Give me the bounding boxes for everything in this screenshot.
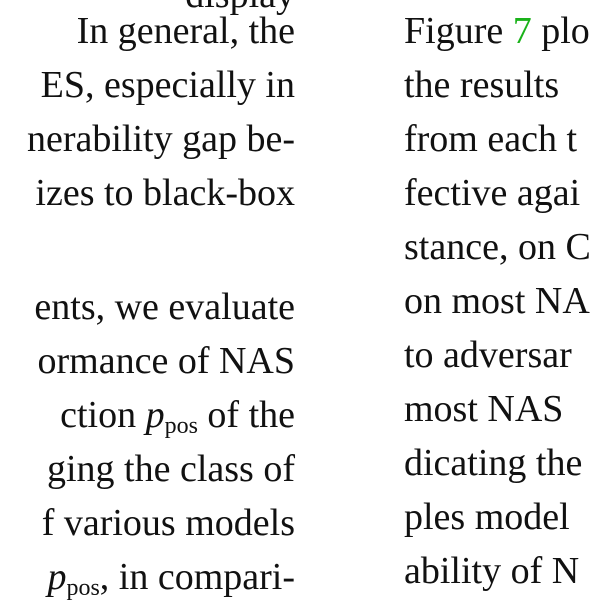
left-line-6: ormance of NAS <box>37 340 295 382</box>
left-line-7-post: of the <box>197 394 295 436</box>
left-line-8: ging the class of <box>46 448 295 490</box>
left-line-7-pre: ction <box>60 394 146 436</box>
left-line-10: ppos, in compari- <box>47 558 295 600</box>
right-line-3: from each t <box>404 118 578 160</box>
right-line-4: fective agai <box>404 172 581 214</box>
right-line-9: dicating the <box>404 442 583 484</box>
left-line-2: ES, especially in <box>40 64 295 106</box>
left-line-9: f various models <box>41 502 295 544</box>
left-line-1: In general, the <box>76 10 295 52</box>
p-pos-variable: p <box>145 394 165 436</box>
right-line-5: stance, on C <box>404 226 591 268</box>
left-line-10-post: , in compari- <box>99 556 295 598</box>
p-pos-subscript-2: pos <box>66 575 100 600</box>
left-line-4: izes to black-box <box>35 172 295 214</box>
right-line-10: ples model <box>404 496 570 538</box>
right-line-7: to adversar <box>404 334 572 376</box>
right-line-2: the results <box>404 64 560 106</box>
p-pos-variable-2: p <box>47 556 67 598</box>
right-line-11: ability of N <box>404 550 580 592</box>
left-line-3: nerability gap be- <box>26 118 295 160</box>
figure-ref-pre: Figure <box>404 10 513 52</box>
p-pos-subscript: pos <box>164 413 198 439</box>
right-line-8: most NAS <box>404 388 564 430</box>
right-line-1: Figure 7 plo <box>404 12 590 50</box>
right-line-6: on most NA <box>404 280 590 322</box>
figure-7-link[interactable]: 7 <box>512 10 532 52</box>
left-line-5: ents, we evaluate <box>34 286 295 328</box>
left-line-7: ction ppos of the <box>60 396 295 438</box>
left-top-fragment: display <box>185 0 295 14</box>
figure-ref-post: plo <box>531 10 590 52</box>
